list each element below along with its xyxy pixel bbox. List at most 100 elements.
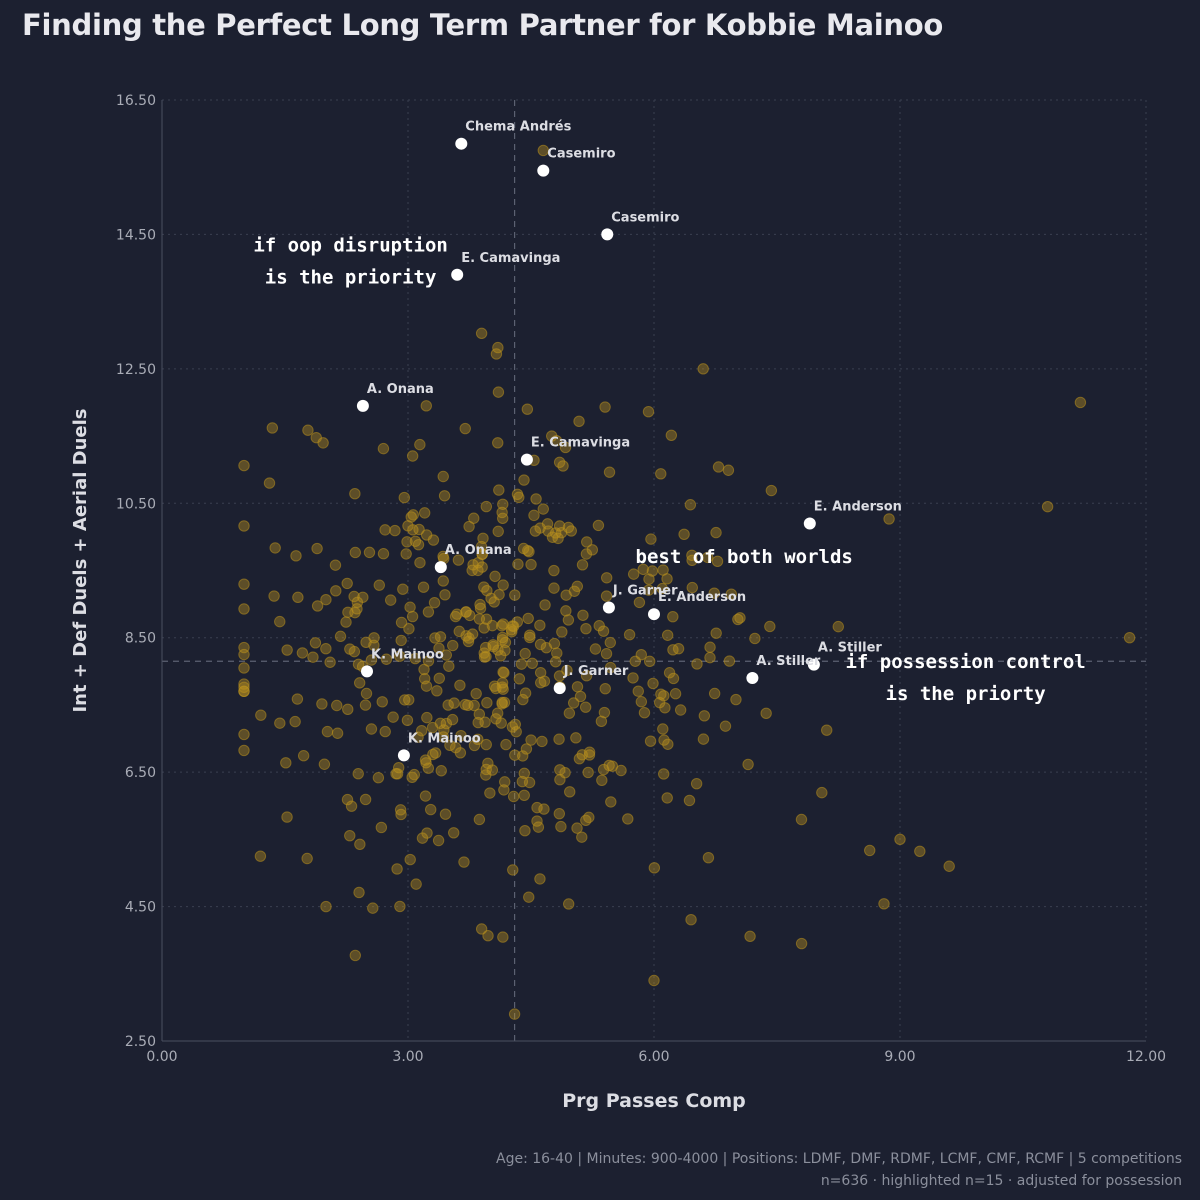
data-point: [372, 772, 385, 784]
player-label: J. Garner: [563, 664, 629, 679]
data-point: [535, 677, 547, 689]
data-point: [475, 327, 488, 340]
data-point: [348, 645, 361, 658]
data-point: [704, 641, 716, 653]
data-point: [576, 831, 588, 843]
data-point: [655, 468, 667, 480]
data-point: [648, 974, 660, 987]
data-point: [691, 658, 703, 670]
data-point: [592, 519, 605, 532]
data-point: [320, 593, 332, 606]
data-point: [348, 590, 360, 603]
player-label: K. Mainoo: [371, 647, 444, 662]
data-point: [663, 667, 676, 679]
data-point: [291, 693, 304, 705]
data-point: [722, 464, 735, 476]
highlight-point: [553, 682, 566, 695]
data-point: [567, 697, 580, 709]
data-point: [420, 400, 432, 412]
data-point: [550, 434, 563, 447]
data-point: [452, 554, 465, 566]
data-point: [448, 827, 460, 839]
data-point: [749, 632, 761, 645]
annotations: if oop disruption is the priority best of …: [253, 234, 1085, 705]
data-point: [559, 441, 572, 454]
data-point: [883, 513, 895, 525]
data-point: [518, 767, 530, 780]
data-point: [439, 589, 451, 601]
reference-lines: [162, 100, 1146, 1041]
data-point: [379, 725, 391, 738]
data-point: [440, 717, 453, 730]
data-point: [583, 746, 596, 758]
annotation: best of both worlds: [636, 546, 853, 568]
data-point: [409, 652, 421, 665]
data-point: [524, 629, 536, 641]
data-point: [583, 811, 595, 824]
data-point: [368, 632, 380, 644]
data-point: [661, 629, 674, 641]
data-point: [447, 639, 459, 652]
data-point: [238, 459, 250, 472]
data-point: [470, 687, 482, 700]
data-point: [292, 591, 304, 604]
data-point: [352, 768, 364, 780]
y-axis-label: Int + Def Duels + Aerial Duels: [70, 408, 91, 712]
data-point: [341, 577, 353, 590]
data-point: [730, 693, 742, 706]
data-point: [513, 491, 525, 504]
data-point: [795, 813, 808, 826]
data-point: [421, 827, 433, 839]
player-label: E. Anderson: [658, 590, 746, 605]
data-point: [437, 470, 449, 483]
data-point: [435, 765, 447, 777]
data-point: [349, 606, 361, 619]
data-point: [418, 507, 431, 519]
data-point: [600, 572, 613, 584]
data-point: [389, 524, 401, 537]
data-point: [604, 661, 617, 674]
data-point: [697, 733, 710, 745]
data-point: [238, 744, 250, 757]
highlight-point: [601, 228, 614, 241]
data-point: [499, 644, 511, 657]
footer-sample: n=636 · highlighted n=15 · adjusted for …: [820, 1173, 1182, 1189]
data-point: [579, 701, 592, 713]
data-point: [643, 655, 656, 668]
data-point: [478, 647, 490, 659]
data-point: [577, 609, 589, 621]
data-point: [1041, 500, 1054, 513]
data-point: [662, 738, 674, 750]
data-point: [686, 549, 698, 562]
data-point: [412, 731, 424, 743]
data-point: [341, 793, 354, 806]
data-point: [448, 697, 460, 709]
data-point: [686, 581, 698, 594]
data-point: [638, 707, 651, 719]
data-point: [406, 450, 419, 462]
data-point: [342, 703, 354, 716]
data-point: [599, 401, 611, 413]
data-point: [549, 527, 562, 539]
data-point: [255, 709, 267, 721]
data-point: [551, 647, 563, 659]
y-tick-label: 2.50: [125, 1034, 156, 1050]
highlight-point: [451, 268, 464, 281]
data-point: [377, 548, 390, 560]
data-point: [412, 538, 425, 551]
data-point: [406, 610, 419, 623]
data-point: [475, 923, 488, 935]
data-point: [562, 614, 575, 626]
data-point: [238, 662, 250, 674]
data-point: [667, 644, 679, 656]
data-point: [644, 735, 657, 747]
data-point: [596, 774, 608, 787]
data-point: [655, 688, 667, 700]
x-tick-label: 6.00: [638, 1049, 669, 1065]
data-point: [377, 442, 390, 455]
data-point: [515, 658, 528, 670]
x-tick-label: 12.00: [1126, 1049, 1166, 1065]
data-point: [238, 681, 250, 694]
highlight-point: [434, 561, 447, 574]
